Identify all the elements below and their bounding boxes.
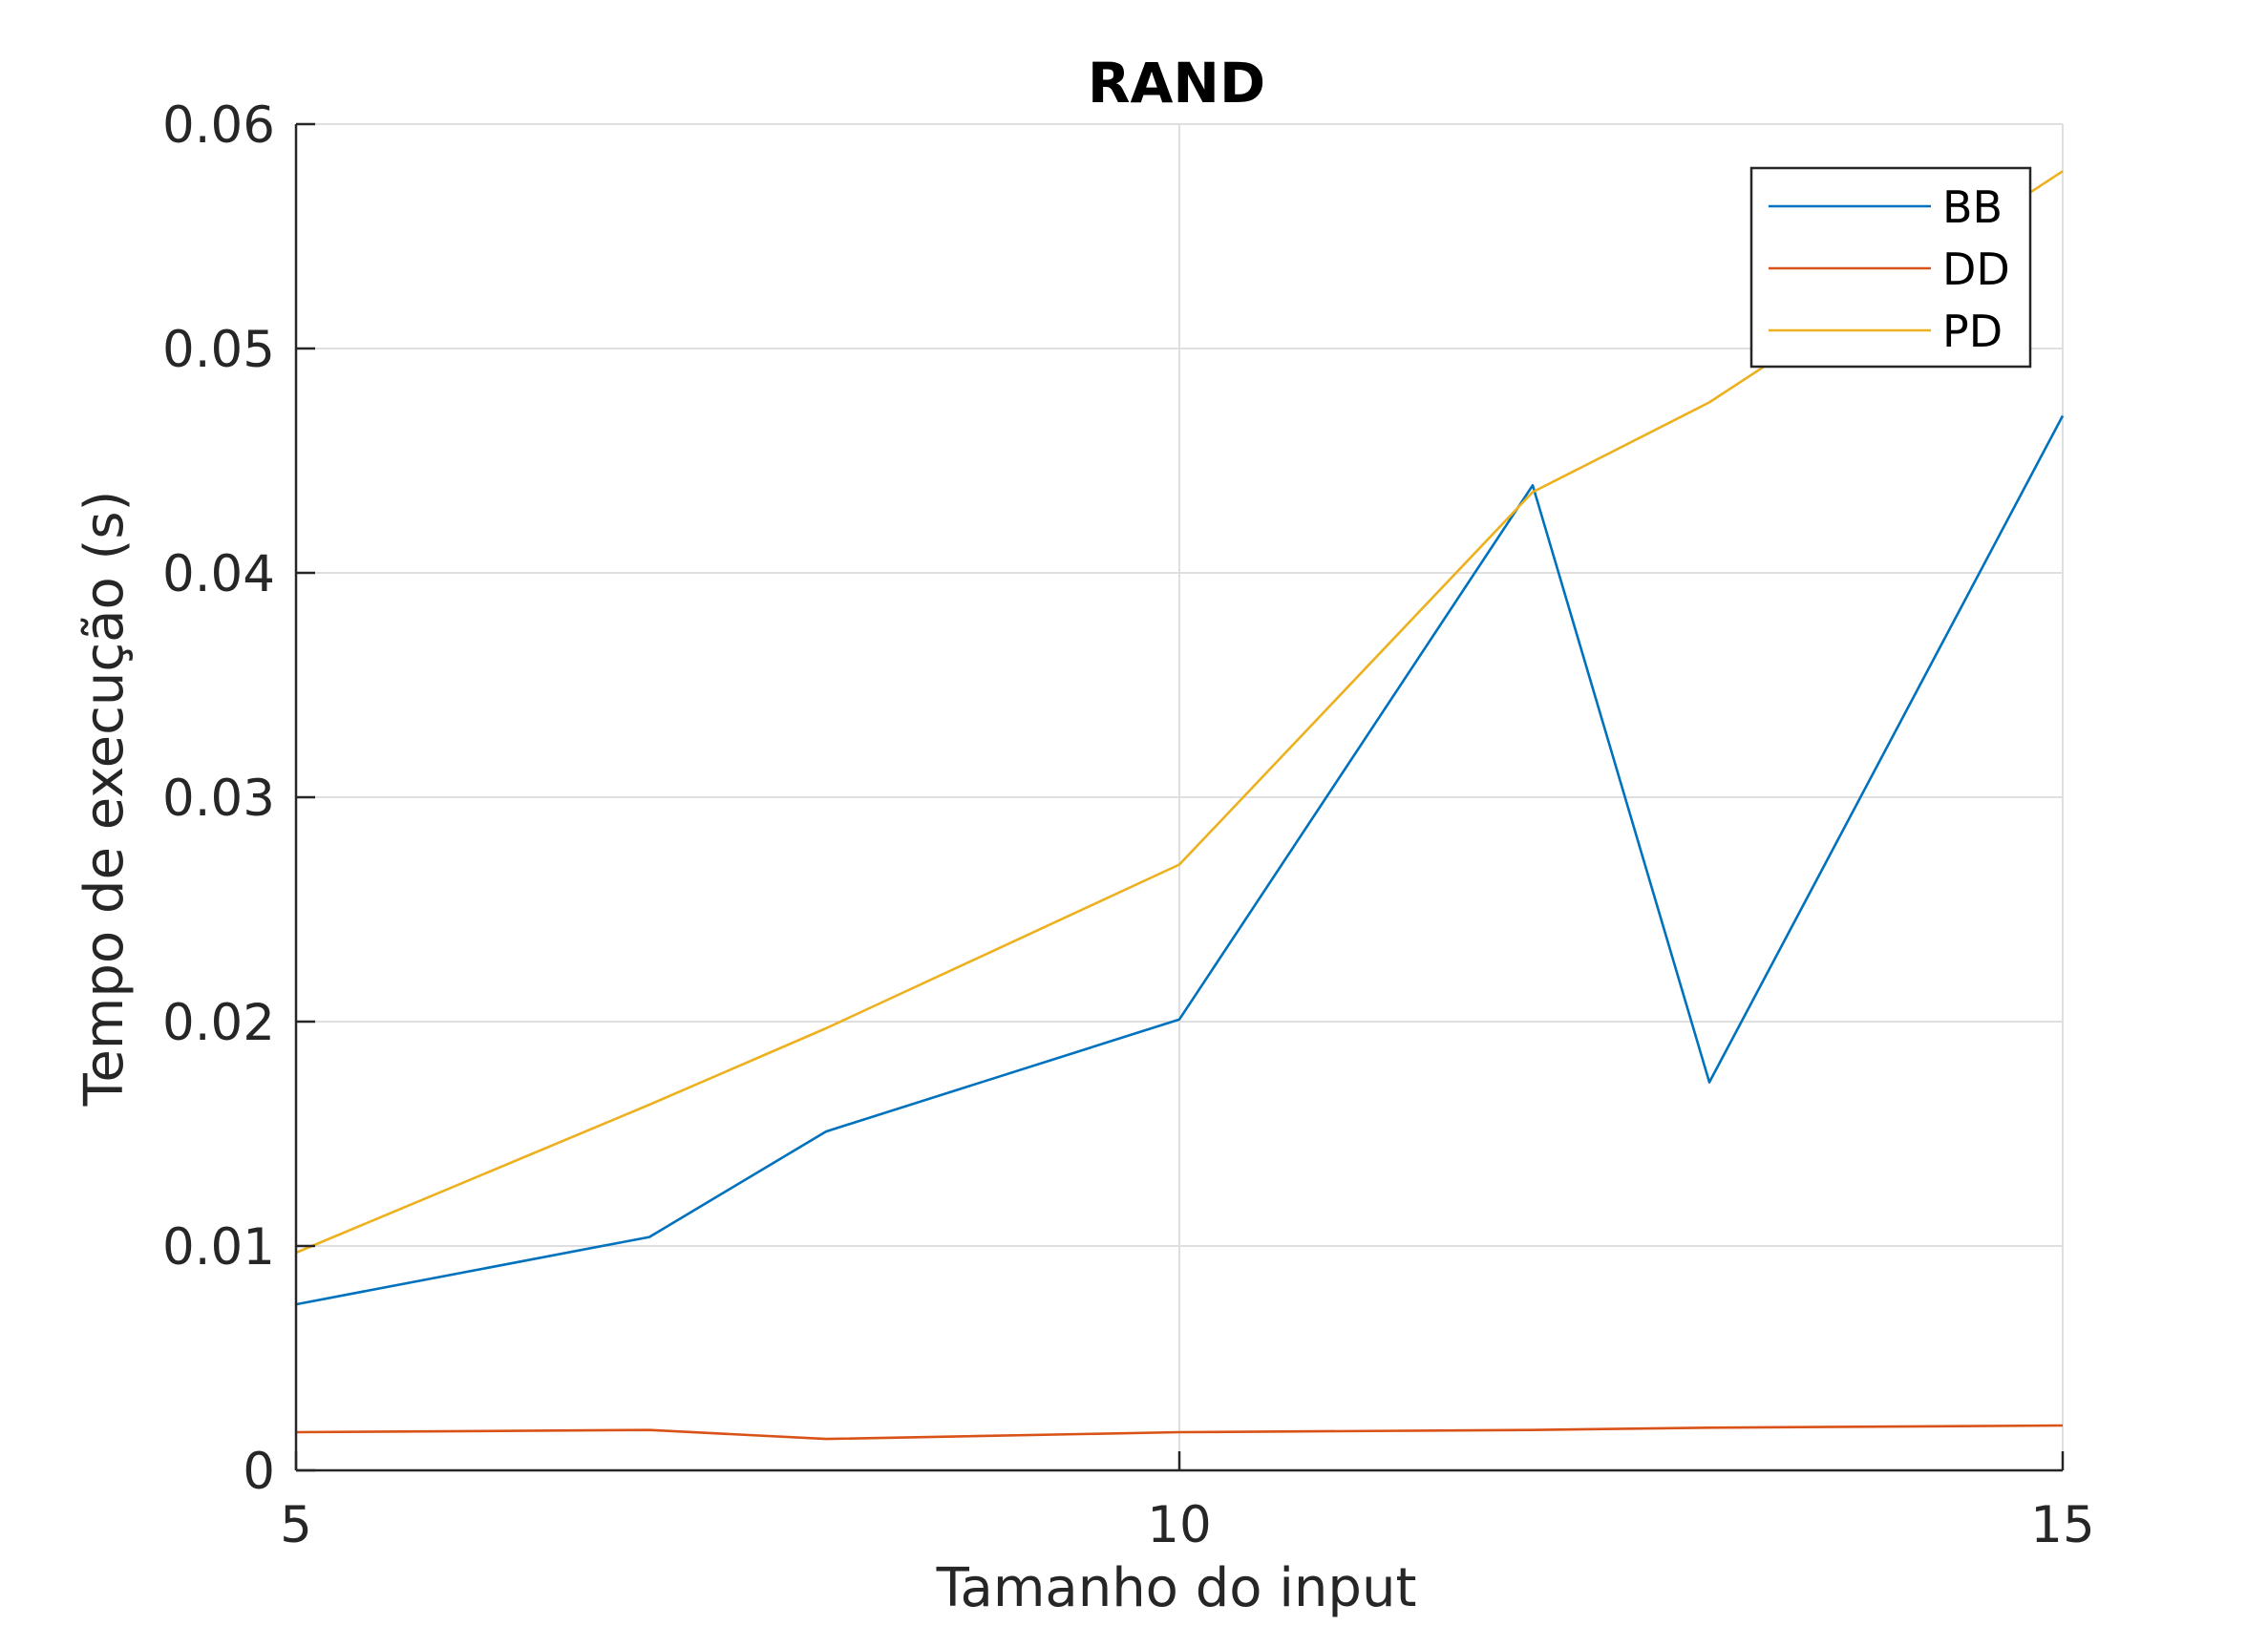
y-tick-label: 0.05 bbox=[162, 321, 275, 379]
y-tick-label: 0 bbox=[243, 1443, 275, 1501]
y-tick-label: 0.06 bbox=[162, 96, 275, 155]
series-line-dd bbox=[295, 1424, 2064, 1441]
y-tick-label: 0.03 bbox=[162, 770, 275, 828]
y-axis-label: Tempo de execução (s) bbox=[74, 491, 136, 1108]
series-lines bbox=[295, 170, 2065, 1441]
series-line-pd bbox=[295, 170, 2064, 1255]
series-line-bb bbox=[295, 414, 2065, 1306]
x-tick-label: 15 bbox=[2030, 1496, 2094, 1554]
x-tick-label: 5 bbox=[280, 1496, 312, 1554]
legend[interactable]: BB DD PD bbox=[1749, 166, 2032, 369]
x-tick-label: 10 bbox=[1147, 1496, 1211, 1554]
legend-label-pd: PD bbox=[1942, 306, 2003, 357]
tick-labels: 0 0.01 0.02 0.03 0.04 0.05 0.06 5 10 15 bbox=[162, 96, 2095, 1554]
y-tick-label: 0.04 bbox=[162, 545, 275, 603]
chart-title: RAND bbox=[1088, 51, 1265, 116]
y-tick-label: 0.01 bbox=[162, 1218, 275, 1277]
legend-label-dd: DD bbox=[1942, 243, 2010, 295]
axes bbox=[294, 122, 2065, 1472]
legend-label-bb: BB bbox=[1942, 181, 2003, 233]
y-tick-label: 0.02 bbox=[162, 994, 275, 1052]
x-axis-label: Tamanho do input bbox=[936, 1557, 1417, 1619]
